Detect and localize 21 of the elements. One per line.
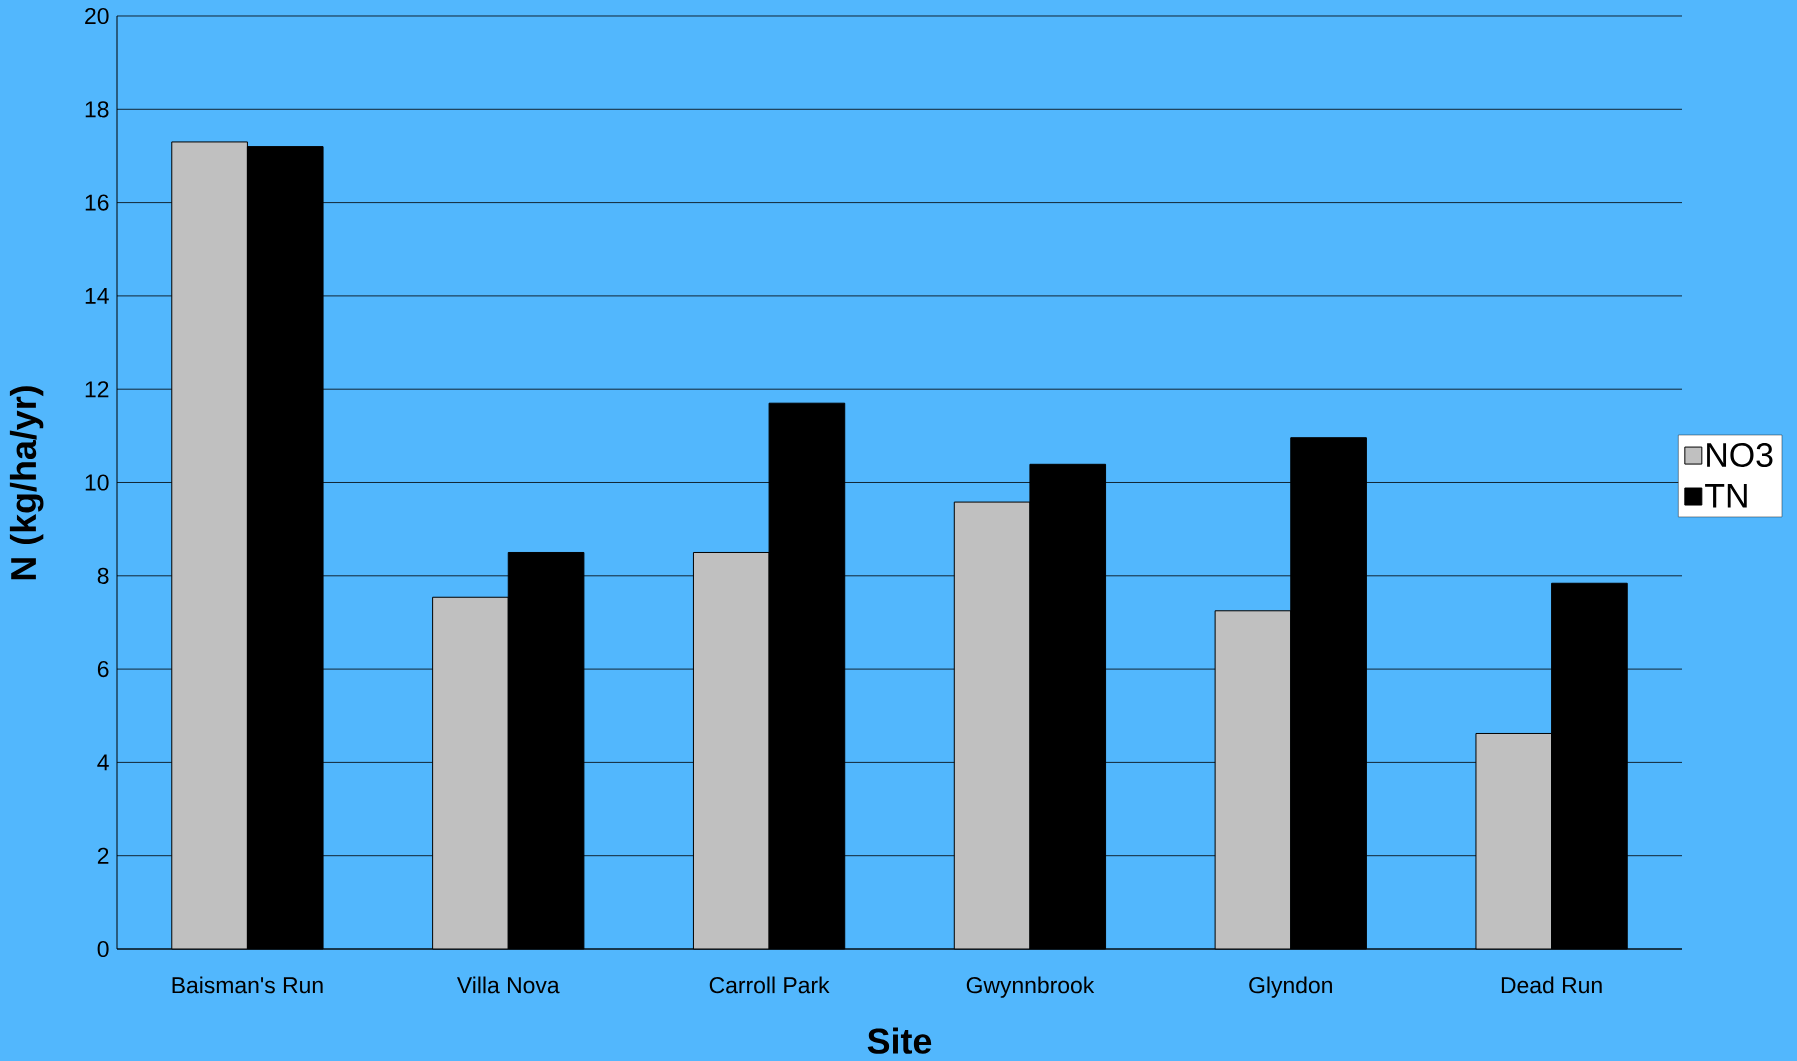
x-tick-label: Gwynnbrook [966,976,1095,998]
y-tick-label: 18 [85,101,109,118]
y-tick-label: 0 [97,940,109,958]
y-tick-label: 8 [97,567,109,584]
y-tick-label: 4 [97,754,109,771]
x-tick-label: Carroll Park [709,976,830,994]
y-axis-title: N (kg/ha/yr) [9,386,44,580]
x-tick-label: Villa Nova [456,976,560,994]
y-tick-label: 12 [85,381,109,398]
y-tick-label: 20 [85,7,109,25]
x-tick-label: Baisman's Run [172,976,323,994]
y-tick-label: 6 [97,660,109,678]
y-tick-label: 16 [85,194,109,211]
legend-label: NO3 [1707,442,1773,467]
y-tick-label: 14 [85,288,109,304]
y-tick-label: 10 [85,474,109,491]
x-axis-title: Site [867,1027,932,1054]
y-tick-label: 2 [97,847,109,864]
x-tick-label: Dead Run [1501,976,1602,994]
legend-label: TN [1705,484,1747,508]
x-tick-label: Glyndon [1249,976,1332,998]
